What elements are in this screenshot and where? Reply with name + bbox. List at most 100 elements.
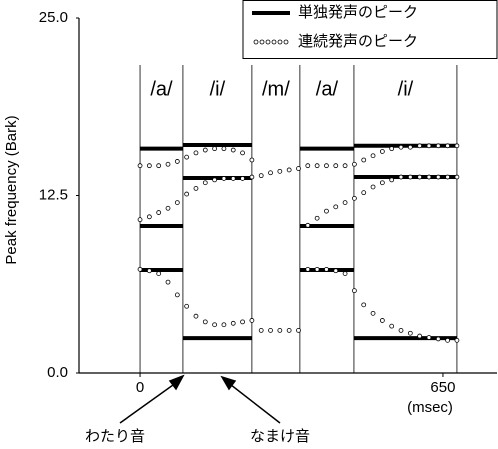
continuous-peak (221, 176, 227, 181)
continuous-peak (268, 327, 273, 333)
continuous-peak (230, 176, 236, 181)
phoneme-label: /a/ (150, 78, 173, 100)
continuous-peak (258, 327, 264, 333)
continuous-peak (193, 313, 199, 319)
continuous-peak (417, 143, 423, 149)
continuous-peak (221, 322, 227, 328)
continuous-peak (379, 318, 385, 323)
legend-label: 単独発声のピーク (298, 3, 418, 21)
continuous-peak (352, 288, 357, 294)
continuous-peak (165, 279, 171, 285)
continuous-peak (240, 150, 245, 156)
continuous-peak (370, 310, 376, 316)
continuous-peak (137, 163, 143, 169)
y-tick-label: 0.0 (47, 364, 68, 381)
continuous-peak (184, 154, 190, 160)
continuous-peak (212, 322, 218, 328)
continuous-peak (156, 163, 162, 169)
continuous-peak (324, 163, 329, 169)
continuous-peak (193, 150, 199, 156)
continuous-peak (193, 185, 199, 191)
continuous-peak (379, 180, 385, 186)
continuous-peak (435, 336, 441, 342)
continuous-peak (174, 292, 180, 298)
continuous-peak (398, 174, 404, 180)
continuous-peak (212, 146, 218, 152)
continuous-peak (230, 320, 236, 326)
continuous-peak (156, 210, 162, 215)
continuous-peak (137, 217, 143, 223)
phoneme-label: /i/ (398, 78, 414, 100)
continuous-peak (398, 327, 404, 333)
continuous-peak (454, 143, 460, 149)
continuous-peak (333, 163, 339, 169)
continuous-peak (240, 176, 245, 181)
continuous-peak (314, 215, 320, 221)
continuous-peak (324, 208, 329, 214)
continuous-peak (435, 174, 441, 180)
continuous-peak (361, 157, 367, 163)
continuous-peak (342, 163, 348, 169)
continuous-peak (445, 174, 451, 180)
continuous-peak (165, 205, 171, 211)
continuous-peak (202, 147, 208, 153)
continuous-peak (445, 143, 451, 149)
continuous-peak (417, 333, 423, 339)
continuous-peak (174, 200, 180, 206)
continuous-peak (454, 337, 460, 343)
continuous-peak (407, 144, 413, 150)
continuous-peak (305, 163, 311, 169)
continuous-peak (342, 271, 348, 277)
continuous-peak (361, 302, 367, 308)
y-axis-label: Peak frequency (Bark) (3, 115, 20, 264)
continuous-peak (137, 266, 143, 272)
continuous-peak (184, 191, 190, 197)
continuous-peak (314, 163, 320, 169)
annotation: わたり音 (85, 428, 145, 445)
continuous-peak (305, 266, 311, 272)
continuous-peak (212, 177, 218, 183)
continuous-peak (249, 174, 255, 180)
legend-label: 連続発声のピーク (298, 32, 418, 50)
x-axis-label: (msec) (407, 399, 453, 416)
continuous-peak (342, 200, 348, 206)
continuous-peak (221, 146, 227, 152)
continuous-peak (249, 318, 255, 323)
continuous-peak (156, 271, 162, 277)
continuous-peak (389, 177, 395, 183)
x-tick-label: 650 (430, 379, 455, 396)
y-tick-label: 12.5 (39, 186, 68, 203)
phoneme-label: /i/ (210, 78, 226, 100)
y-tick-label: 25.0 (39, 9, 68, 26)
phoneme-label: /a/ (316, 78, 339, 100)
continuous-peak (379, 149, 385, 154)
continuous-peak (286, 167, 292, 173)
continuous-peak (277, 168, 283, 174)
continuous-peak (398, 144, 404, 150)
continuous-peak (314, 266, 320, 272)
continuous-peak (370, 153, 376, 159)
continuous-peak (202, 319, 208, 325)
continuous-peak (417, 174, 423, 180)
continuous-peak (296, 327, 301, 333)
continuous-peak (258, 173, 264, 179)
continuous-peak (296, 166, 301, 171)
continuous-peak (370, 184, 376, 190)
continuous-peak (146, 268, 152, 274)
continuous-peak (454, 174, 460, 180)
continuous-peak (146, 163, 152, 169)
continuous-peak (361, 190, 367, 196)
continuous-peak (426, 143, 432, 149)
continuous-peak (333, 204, 339, 210)
continuous-peak (184, 303, 190, 309)
continuous-peak (277, 327, 283, 333)
continuous-peak (407, 330, 413, 336)
continuous-peak (389, 146, 395, 152)
phoneme-label: /m/ (262, 78, 290, 100)
continuous-peak (305, 222, 311, 228)
continuous-peak (249, 157, 255, 163)
continuous-peak (435, 143, 441, 149)
continuous-peak (426, 174, 432, 180)
legend-dots (253, 39, 289, 45)
